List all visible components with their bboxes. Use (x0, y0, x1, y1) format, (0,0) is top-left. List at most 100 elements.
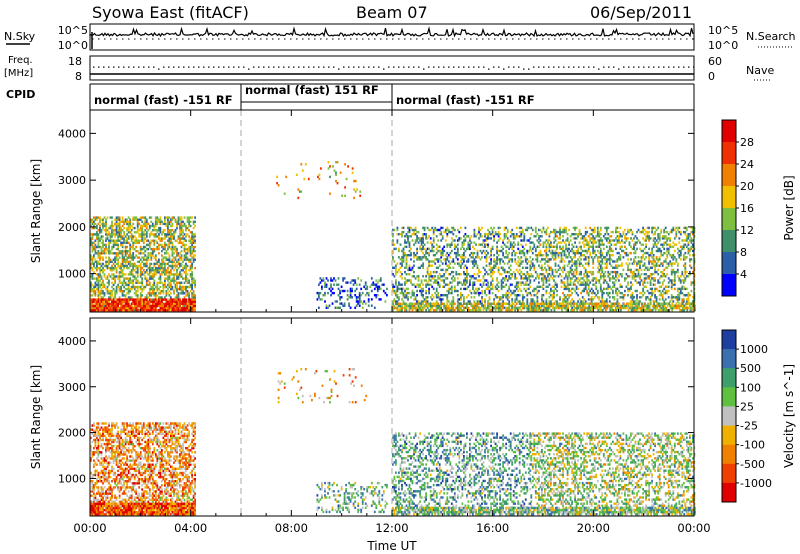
heatmap-cell (121, 281, 124, 284)
heatmap-cell (142, 285, 145, 289)
heatmap-cell (109, 237, 112, 240)
heatmap-cell (156, 235, 159, 238)
heatmap-cell (126, 245, 128, 249)
heatmap-cell (183, 296, 186, 299)
heatmap-cell (357, 277, 360, 280)
heatmap-cell (370, 289, 373, 293)
heatmap-cell (159, 266, 162, 270)
heatmap-cell (628, 268, 631, 272)
heatmap-cell (456, 281, 459, 284)
heatmap-cell (601, 270, 604, 274)
heatmap-cell (386, 294, 388, 297)
heatmap-cell (414, 239, 417, 242)
nave-dot (133, 66, 135, 68)
heatmap-cell (596, 226, 599, 230)
heatmap-cell (132, 309, 135, 312)
heatmap-cell (171, 287, 174, 291)
heatmap-cell (578, 241, 581, 244)
heatmap-cell (402, 287, 405, 291)
heatmap-cell (499, 258, 501, 261)
heatmap-cell (191, 245, 193, 249)
heatmap-cell (123, 290, 125, 293)
heatmap-cell (189, 290, 192, 293)
nave-dot (368, 66, 370, 68)
heatmap-cell (482, 277, 485, 280)
heatmap-cell (541, 273, 543, 276)
heatmap-cell (523, 273, 526, 276)
heatmap-cell (105, 264, 107, 268)
heatmap-cell (333, 169, 336, 172)
heatmap-cell (393, 247, 396, 251)
heatmap-cell (608, 235, 611, 238)
heatmap-cell (497, 296, 500, 299)
heatmap-cell (127, 256, 130, 259)
heatmap-cell (584, 262, 587, 265)
noise-search-dot (308, 38, 310, 40)
heatmap-cell (393, 243, 396, 246)
heatmap-cell (191, 256, 193, 259)
heatmap-cell (580, 283, 582, 286)
heatmap-cell (534, 270, 537, 274)
heatmap-cell (444, 239, 447, 242)
heatmap-cell (177, 273, 180, 276)
heatmap-cell (628, 251, 631, 255)
heatmap-cell (167, 262, 169, 266)
heatmap-cell (531, 298, 534, 301)
heatmap-cell (189, 241, 192, 244)
heatmap-cell (382, 289, 385, 293)
heatmap-cell (566, 233, 569, 236)
heatmap-cell (402, 251, 405, 255)
heatmap-cell (553, 254, 555, 257)
freq-label-1: Freq. (8, 55, 33, 66)
heatmap-cell (431, 298, 434, 301)
heatmap-cell (482, 275, 485, 278)
heatmap-cell (466, 268, 468, 272)
heatmap-cell (408, 226, 411, 230)
heatmap-cell (533, 264, 536, 267)
heatmap-cell (359, 194, 362, 197)
heatmap-cell (518, 268, 521, 272)
heatmap-cell (117, 222, 119, 226)
heatmap-cell (596, 249, 599, 253)
heatmap-cell (102, 250, 104, 253)
heatmap-cell (423, 226, 426, 230)
heatmap-cell (466, 247, 468, 251)
heatmap-cell (562, 235, 564, 238)
heatmap-cell (426, 296, 429, 299)
heatmap-cell (90, 281, 92, 284)
heatmap-cell (551, 277, 554, 280)
heatmap-cell (438, 285, 441, 288)
heatmap-cell (630, 251, 632, 255)
noise-search-dot (572, 38, 574, 40)
heatmap-cell (545, 256, 548, 259)
heatmap-cell (100, 290, 103, 293)
heatmap-cell (133, 256, 136, 259)
heatmap-cell (329, 175, 331, 179)
heatmap-cell (545, 298, 548, 301)
heatmap-cell (133, 306, 136, 310)
heatmap-cell (127, 287, 130, 291)
heatmap-cell (174, 279, 177, 282)
heatmap-cell (130, 254, 133, 257)
heatmap-cell (419, 266, 421, 269)
heatmap-cell (158, 271, 160, 274)
heatmap-cell (566, 285, 569, 288)
nave-dot (678, 66, 680, 68)
heatmap-cell (170, 281, 172, 284)
heatmap-cell (392, 228, 394, 232)
heatmap-cell (548, 233, 551, 236)
heatmap-cell (126, 309, 128, 312)
heatmap-cell (177, 262, 180, 266)
heatmap-cell (435, 279, 438, 282)
heatmap-cell (500, 245, 503, 248)
heatmap-cell (159, 264, 162, 268)
heatmap-cell (103, 216, 106, 219)
heatmap-cell (142, 241, 145, 244)
heatmap-cell (100, 281, 103, 284)
heatmap-cell (446, 283, 449, 286)
heatmap-cell (604, 256, 607, 259)
heatmap-cell (320, 167, 322, 170)
heatmap-cell (526, 228, 529, 232)
heatmap-cell (162, 287, 165, 291)
heatmap-cell (336, 182, 339, 185)
